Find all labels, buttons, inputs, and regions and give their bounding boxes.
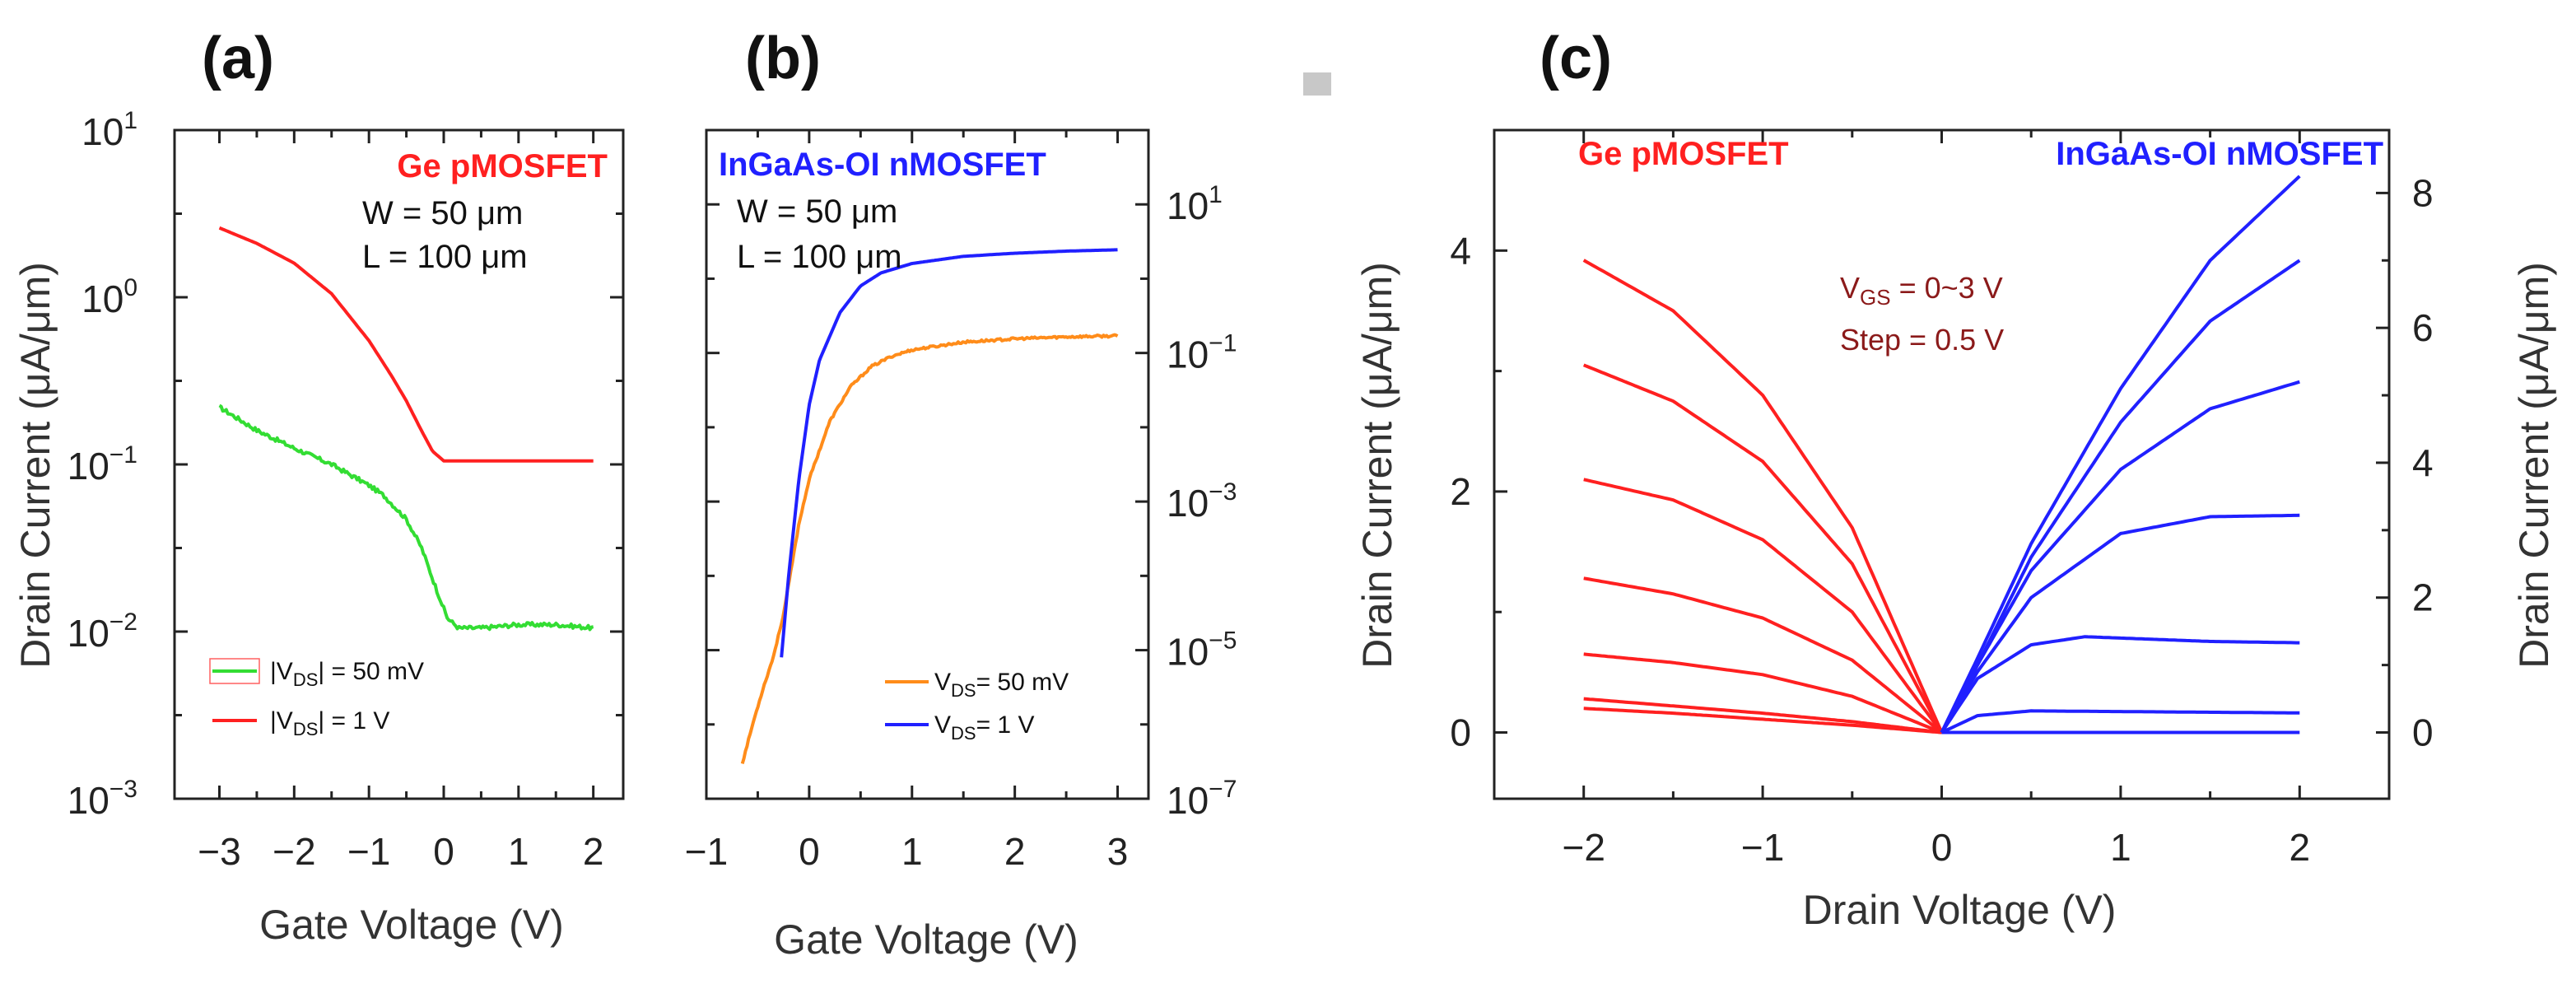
panel-c-ge-curve-2 bbox=[1583, 697, 1942, 735]
panel-a-ytick-labels: 101 100 10−1 10−2 10−3 bbox=[68, 107, 137, 822]
panel-b-series-1 bbox=[780, 248, 1118, 658]
panel-a-frame bbox=[173, 128, 625, 800]
panel-c-xtick-label: 2 bbox=[2290, 826, 2311, 869]
panel-b-series-0 bbox=[740, 333, 1119, 764]
panel-b-frame bbox=[705, 128, 1150, 800]
panel-b-ytick-label: 10−5 bbox=[1167, 627, 1237, 674]
panel-c-step-annotation: Step = 0.5 V bbox=[1840, 323, 2004, 357]
panel-c-ingaas-curve-6 bbox=[1940, 259, 2301, 734]
panel-a-series-0 bbox=[218, 403, 594, 632]
panel-c-ge-curve-5 bbox=[1583, 478, 1944, 734]
panel-c-ytick-label-right: 4 bbox=[2412, 441, 2434, 484]
panel-b-xlabel: Gate Voltage (V) bbox=[774, 916, 1078, 963]
panel-a-legend-entry-50mv: |VDS| = 50 mV bbox=[270, 658, 424, 690]
panel-b-xtick-label: 3 bbox=[1107, 830, 1129, 873]
panel-c-ylabel-left: Drain Current (μA/μm) bbox=[1354, 262, 1400, 669]
panel-c-ylabel-right: Drain Current (μA/μm) bbox=[2511, 262, 2557, 669]
panel-c-ge-curve-3 bbox=[1583, 652, 1943, 735]
panel-b-length-annotation: L = 100 μm bbox=[737, 239, 902, 275]
panel-a-xtick-label: −2 bbox=[273, 830, 315, 873]
panel-c-frame bbox=[1493, 128, 2391, 800]
panel-a-ytick-label: 10−3 bbox=[68, 776, 137, 822]
panel-b-ytick-label: 10−3 bbox=[1167, 478, 1237, 525]
panel-c-xtick-label: −1 bbox=[1741, 826, 1784, 869]
panel-c-ge-curve-6 bbox=[1582, 363, 1944, 734]
panel-b-device-title: InGaAs-OI nMOSFET bbox=[719, 147, 1046, 183]
panel-a-curves bbox=[218, 226, 594, 632]
panel-c-xtick-label: −2 bbox=[1562, 826, 1605, 869]
panel-b-xtick-label: 1 bbox=[901, 830, 923, 873]
panel-b-ytick-label: 10−1 bbox=[1167, 330, 1237, 376]
panel-c-left-title: Ge pMOSFET bbox=[1578, 136, 1789, 172]
panel-c-ytick-label-right: 6 bbox=[2412, 306, 2434, 349]
panel-c-ge-curve-4 bbox=[1583, 576, 1943, 735]
panel-a-legend-entry-1v: |VDS| = 1 V bbox=[270, 707, 389, 739]
panel-a-ytick-label: 101 bbox=[82, 107, 137, 153]
panel-a-legend-highlight-box bbox=[209, 658, 260, 684]
panel-a-xtick-label: −1 bbox=[347, 830, 390, 873]
panel-c-xtick-label: 1 bbox=[2110, 826, 2131, 869]
panel-a-xlabel: Gate Voltage (V) bbox=[259, 902, 564, 948]
panel-c-ingaas-curve-2 bbox=[1940, 709, 2300, 735]
panel-a-length-annotation: L = 100 μm bbox=[362, 239, 528, 275]
panel-b-width-annotation: W = 50 μm bbox=[737, 194, 897, 230]
panel-a-ytick-label: 10−2 bbox=[68, 609, 137, 655]
panel-c-ytick-label-left: 4 bbox=[1450, 229, 1471, 272]
panel-b-ytick-label: 101 bbox=[1167, 181, 1223, 227]
panel-b-ytick-labels: 101 10−1 10−3 10−5 10−7 bbox=[1167, 181, 1237, 822]
panel-b-legend-entry-50mv: VDS= 50 mV bbox=[934, 669, 1069, 701]
panel-b-xtick-label: 0 bbox=[799, 830, 820, 873]
panel-b-xtick-label: 2 bbox=[1004, 830, 1026, 873]
panel-b-curves bbox=[740, 248, 1119, 764]
panel-a-ytick-label: 10−1 bbox=[68, 441, 137, 487]
panel-a-xtick-label: −3 bbox=[198, 830, 240, 873]
panel-a-legend: |VDS| = 50 mV |VDS| = 1 V bbox=[209, 658, 424, 739]
panel-b-ytick-label: 10−7 bbox=[1167, 776, 1237, 822]
panel-a-series-1 bbox=[218, 226, 594, 463]
panel-c-vgs-annotation: VGS = 0~3 V bbox=[1840, 271, 2003, 310]
small-grey-artifact-icon bbox=[1303, 72, 1331, 96]
panel-c: (c) −2 −1 0 1 2 0 2 4 0 2 4 6 8 Drain Voltage (V) Dr… bbox=[1354, 26, 2557, 933]
panel-c-xlabel: Drain Voltage (V) bbox=[1803, 887, 2117, 933]
panel-c-ge-curve-7 bbox=[1582, 259, 1944, 734]
panel-a-device-title: Ge pMOSFET bbox=[397, 148, 608, 184]
panel-b-legend: VDS= 50 mV VDS= 1 V bbox=[885, 669, 1069, 744]
panel-c-tick-labels: −2 −1 0 1 2 0 2 4 0 2 4 6 8 bbox=[1450, 171, 2433, 869]
panel-a-xtick-label: 2 bbox=[583, 830, 604, 873]
panel-a-ylabel: Drain Current (μA/μm) bbox=[12, 262, 58, 669]
panel-c-xtick-label: 0 bbox=[1931, 826, 1953, 869]
panel-c-right-title: InGaAs-OI nMOSFET bbox=[2056, 136, 2383, 172]
panel-c-ytick-label-right: 0 bbox=[2412, 711, 2434, 754]
panel-c-curves bbox=[1582, 175, 2301, 735]
panel-c-ytick-label-right: 8 bbox=[2412, 171, 2434, 214]
panel-c-ytick-label-left: 0 bbox=[1450, 711, 1471, 754]
panel-b-legend-entry-1v: VDS= 1 V bbox=[934, 711, 1034, 744]
panel-a-width-annotation: W = 50 μm bbox=[362, 195, 523, 231]
panel-a-xtick-label: 1 bbox=[508, 830, 529, 873]
panel-c-ge-curve-1 bbox=[1583, 707, 1942, 735]
panel-c-ytick-label-right: 2 bbox=[2412, 576, 2434, 619]
panel-b-label: (b) bbox=[745, 26, 821, 91]
panel-b-xtick-label: −1 bbox=[685, 830, 728, 873]
panel-a-ytick-label: 100 bbox=[82, 274, 137, 320]
panel-a-xtick-label: 0 bbox=[433, 830, 454, 873]
panel-c-label: (c) bbox=[1540, 26, 1612, 91]
panel-c-ingaas-curve-7 bbox=[1940, 175, 2301, 734]
panel-c-ingaas-curve-5 bbox=[1940, 380, 2300, 734]
panel-c-ytick-label-left: 2 bbox=[1450, 470, 1471, 513]
panel-c-ingaas-curve-4 bbox=[1940, 513, 2300, 734]
panel-a-label: (a) bbox=[202, 26, 274, 91]
panel-c-ingaas-curve-3 bbox=[1940, 635, 2300, 734]
